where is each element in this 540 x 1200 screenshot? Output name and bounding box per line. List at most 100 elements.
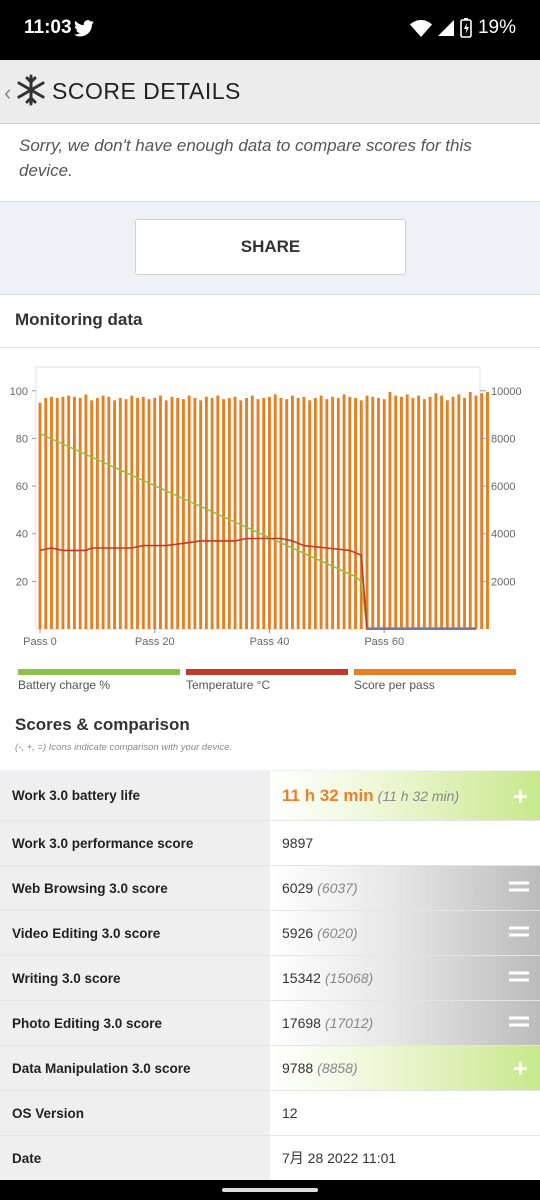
row-label: Data Manipulation 3.0 score (12, 1060, 191, 1076)
legend-battery: Battery charge % (18, 669, 180, 692)
chart-legend: Battery charge % Temperature °C Score pe… (18, 669, 522, 699)
label-cell (0, 1091, 270, 1135)
score-bar (227, 397, 231, 629)
label-cell (0, 1136, 270, 1180)
score-bar (239, 400, 243, 629)
value-main: 9788 (282, 1060, 314, 1076)
score-bar (113, 400, 117, 629)
row-value: 9897 (282, 821, 313, 865)
row-value: 17698 (17012) (282, 1001, 373, 1045)
value-cell: 9788 (8858) + (270, 1046, 540, 1090)
score-bar (187, 395, 191, 629)
value-main: 17698 (282, 1015, 321, 1031)
score-bar (181, 399, 185, 629)
row-label: Work 3.0 performance score (12, 835, 194, 851)
score-bar (308, 400, 312, 629)
score-bar (164, 400, 168, 629)
value-main: 11 h 32 min (282, 785, 374, 805)
snowflake-icon[interactable] (15, 74, 47, 106)
score-bar (434, 393, 438, 629)
score-bar (233, 396, 237, 629)
left-tick-label: 80 (16, 433, 28, 445)
value-cell: 12 (270, 1091, 540, 1135)
score-bar (90, 400, 94, 629)
score-bar (394, 395, 398, 629)
value-cell: 11 h 32 min (11 h 32 min) + (270, 771, 540, 820)
page-title: SCORE DETAILS (52, 78, 241, 104)
legend-label-score: Score per pass (354, 678, 435, 692)
score-bar (480, 393, 484, 629)
table-row: Work 3.0 battery life 11 h 32 min (11 h 3… (0, 771, 540, 821)
score-bar (176, 397, 180, 629)
value-cell: 9897 (270, 821, 540, 865)
row-label: Date (12, 1150, 42, 1166)
score-bar (268, 396, 271, 629)
value-main: 5926 (282, 925, 314, 941)
left-tick-label: 60 (16, 481, 28, 493)
right-tick-label: 4000 (491, 529, 515, 541)
label-cell (0, 821, 270, 865)
left-tick-label: 100 (10, 386, 28, 398)
table-row: OS Version 12 (0, 1091, 540, 1136)
x-tick-label: Pass 60 (364, 636, 404, 648)
table-row: Writing 3.0 score 15342 (15068) (0, 956, 540, 1001)
monitoring-card: Monitoring data 20 40 60 80 100 2000 4000 6000 8… (0, 294, 540, 770)
app-bar: ‹ SCORE DETAILS (0, 60, 540, 124)
value-cell: 17698 (17012) (270, 1001, 540, 1045)
row-value: 6029 (6037) (282, 866, 358, 910)
value-compare: (6037) (317, 880, 358, 896)
score-bar (101, 395, 105, 629)
score-bar (463, 397, 466, 629)
equal-icon (509, 971, 529, 985)
score-bar (365, 395, 369, 629)
score-bar (199, 400, 203, 629)
legend-temperature: Temperature °C (186, 669, 348, 692)
row-label: Web Browsing 3.0 score (12, 880, 168, 896)
share-button[interactable]: SHARE (135, 219, 406, 275)
score-bar (38, 402, 42, 629)
value-compare: (6020) (317, 925, 358, 941)
monitoring-title: Monitoring data (15, 310, 143, 329)
score-bar (273, 394, 277, 629)
row-label: OS Version (12, 1105, 85, 1121)
left-tick-label: 20 (16, 576, 28, 588)
score-bar (451, 396, 455, 629)
score-bar (141, 396, 145, 629)
value-cell: 6029 (6037) (270, 866, 540, 910)
score-bar (193, 397, 197, 629)
score-bar (256, 399, 260, 629)
back-chevron-icon[interactable]: ‹ (4, 80, 12, 105)
value-main: 9897 (282, 835, 314, 851)
home-handle[interactable] (222, 1188, 318, 1192)
label-cell (0, 1001, 270, 1045)
score-bar (279, 397, 283, 629)
legend-label-temperature: Temperature °C (186, 678, 271, 692)
left-tick-label: 40 (16, 529, 28, 541)
score-bar (61, 396, 65, 629)
score-bar (245, 397, 248, 629)
equal-icon (509, 1016, 529, 1030)
score-bar (84, 394, 88, 629)
row-label: Work 3.0 battery life (12, 788, 141, 803)
score-bar (468, 392, 472, 629)
score-bar (250, 395, 254, 629)
row-value: 9788 (8858) (282, 1046, 358, 1090)
score-bar (422, 399, 426, 629)
table-row: Data Manipulation 3.0 score 9788 (8858) + (0, 1046, 540, 1091)
score-bar (331, 396, 335, 629)
table-row: Work 3.0 performance score 9897 (0, 821, 540, 866)
score-bar (428, 396, 432, 629)
score-bar (457, 394, 461, 629)
score-bar (50, 396, 53, 629)
value-compare: (11 h 32 min) (377, 787, 460, 804)
value-main: 12 (282, 1105, 298, 1121)
score-bar (417, 395, 421, 629)
score-bar (411, 397, 415, 629)
legend-swatch-temperature (186, 669, 348, 675)
row-value: 15342 (15068) (282, 956, 373, 1000)
legend-score: Score per pass (354, 669, 516, 692)
no-comparison-notice: Sorry, we don't have enough data to comp… (0, 124, 540, 202)
score-bar (354, 397, 357, 629)
right-tick-label: 8000 (491, 433, 515, 445)
table-row: Date 7月 28 2022 11:01 (0, 1136, 540, 1181)
